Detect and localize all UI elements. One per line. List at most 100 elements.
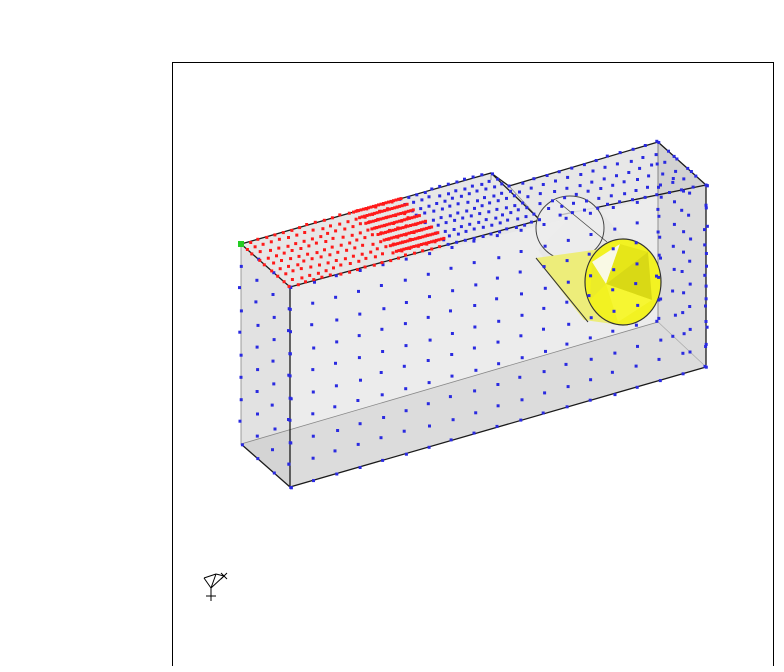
mesh-node[interactable] xyxy=(636,344,639,348)
mesh-node[interactable] xyxy=(339,272,343,276)
mesh-node[interactable] xyxy=(282,251,286,255)
mesh-node[interactable] xyxy=(239,398,243,402)
mesh-node[interactable] xyxy=(498,230,502,234)
mesh-node[interactable] xyxy=(634,323,638,327)
mesh-node[interactable] xyxy=(401,211,405,215)
mesh-node[interactable] xyxy=(238,286,241,290)
mesh-node[interactable] xyxy=(413,237,417,241)
mesh-node[interactable] xyxy=(667,149,670,153)
mesh-node[interactable] xyxy=(469,214,473,218)
mesh-node[interactable] xyxy=(358,216,362,220)
mesh-node[interactable] xyxy=(538,202,542,206)
mesh-node[interactable] xyxy=(314,241,318,245)
mesh-node[interactable] xyxy=(271,293,275,296)
mesh-node[interactable] xyxy=(382,307,386,311)
mesh-node[interactable] xyxy=(704,297,708,301)
mesh-node[interactable] xyxy=(395,235,399,239)
mesh-node[interactable] xyxy=(513,204,517,208)
mesh-node[interactable] xyxy=(497,319,501,323)
mesh-node[interactable] xyxy=(351,225,355,229)
mesh-node[interactable] xyxy=(311,456,315,460)
mesh-node[interactable] xyxy=(543,244,547,248)
mesh-node[interactable] xyxy=(351,254,355,258)
mesh-node[interactable] xyxy=(495,234,499,238)
mesh-node[interactable] xyxy=(407,216,411,220)
mesh-node[interactable] xyxy=(467,192,471,196)
mesh-node[interactable] xyxy=(381,350,385,353)
mesh-node[interactable] xyxy=(634,241,638,245)
mesh-node[interactable] xyxy=(388,207,392,211)
mesh-node[interactable] xyxy=(594,159,598,162)
mesh-node[interactable] xyxy=(376,233,380,236)
mesh-node[interactable] xyxy=(272,271,276,275)
mesh-node[interactable] xyxy=(657,141,661,144)
mesh-node[interactable] xyxy=(471,175,475,179)
mesh-node[interactable] xyxy=(430,225,434,229)
mesh-node[interactable] xyxy=(271,359,275,363)
mesh-node[interactable] xyxy=(520,313,524,317)
mesh-node[interactable] xyxy=(450,332,454,335)
mesh-node[interactable] xyxy=(611,183,615,187)
mesh-node[interactable] xyxy=(420,198,424,202)
mesh-node[interactable] xyxy=(313,280,316,284)
mesh-node[interactable] xyxy=(353,246,357,250)
mesh-node[interactable] xyxy=(333,405,337,409)
mesh-node[interactable] xyxy=(638,166,642,170)
mesh-node[interactable] xyxy=(455,240,459,244)
mesh-node[interactable] xyxy=(431,218,435,222)
mesh-node[interactable] xyxy=(454,189,458,193)
mesh-node[interactable] xyxy=(390,236,394,240)
mesh-node[interactable] xyxy=(339,243,343,247)
mesh-node[interactable] xyxy=(656,230,660,234)
mesh-node[interactable] xyxy=(587,294,591,298)
mesh-node[interactable] xyxy=(512,194,516,198)
mesh-node[interactable] xyxy=(704,206,708,210)
mesh-node[interactable] xyxy=(400,233,404,237)
mesh-node[interactable] xyxy=(451,418,455,422)
mesh-node[interactable] xyxy=(298,226,302,230)
mesh-node[interactable] xyxy=(404,452,408,456)
mesh-node[interactable] xyxy=(406,209,410,213)
mesh-node[interactable] xyxy=(705,224,709,228)
mesh-node[interactable] xyxy=(373,211,377,215)
mesh-node[interactable] xyxy=(373,255,377,259)
mesh-node[interactable] xyxy=(567,322,571,326)
mesh-node[interactable] xyxy=(415,229,419,233)
mesh-node[interactable] xyxy=(266,256,270,260)
mesh-node[interactable] xyxy=(404,344,408,348)
mesh-node[interactable] xyxy=(384,216,388,220)
mesh-node[interactable] xyxy=(409,245,413,249)
mesh-node[interactable] xyxy=(413,251,416,255)
mesh-node[interactable] xyxy=(404,225,407,229)
mesh-node[interactable] xyxy=(500,182,504,186)
mesh-node[interactable] xyxy=(657,185,660,189)
mesh-node[interactable] xyxy=(541,183,545,186)
mesh-node[interactable] xyxy=(302,239,306,243)
mesh-node[interactable] xyxy=(389,259,393,263)
mesh-node[interactable] xyxy=(361,243,365,247)
mesh-node[interactable] xyxy=(397,249,401,253)
mesh-node[interactable] xyxy=(404,247,408,251)
mesh-node[interactable] xyxy=(542,370,546,374)
mesh-node[interactable] xyxy=(428,295,431,299)
mesh-node[interactable] xyxy=(427,445,431,449)
mesh-node[interactable] xyxy=(372,226,376,230)
mesh-node[interactable] xyxy=(585,199,588,203)
mesh-node[interactable] xyxy=(565,405,569,409)
mesh-node[interactable] xyxy=(322,218,326,222)
mesh-node[interactable] xyxy=(303,231,307,234)
mesh-node[interactable] xyxy=(655,193,659,197)
mesh-node[interactable] xyxy=(565,342,569,346)
mesh-node[interactable] xyxy=(402,429,406,433)
mesh-node[interactable] xyxy=(270,403,274,407)
mesh-node[interactable] xyxy=(387,200,390,204)
mesh-node[interactable] xyxy=(481,225,485,229)
mesh-node[interactable] xyxy=(658,379,662,383)
mesh-node[interactable] xyxy=(432,239,436,243)
mesh-node[interactable] xyxy=(331,236,335,240)
mesh-node[interactable] xyxy=(449,309,452,313)
mesh-node[interactable] xyxy=(392,199,395,203)
mesh-node[interactable] xyxy=(450,246,454,249)
mesh-node[interactable] xyxy=(532,177,536,181)
